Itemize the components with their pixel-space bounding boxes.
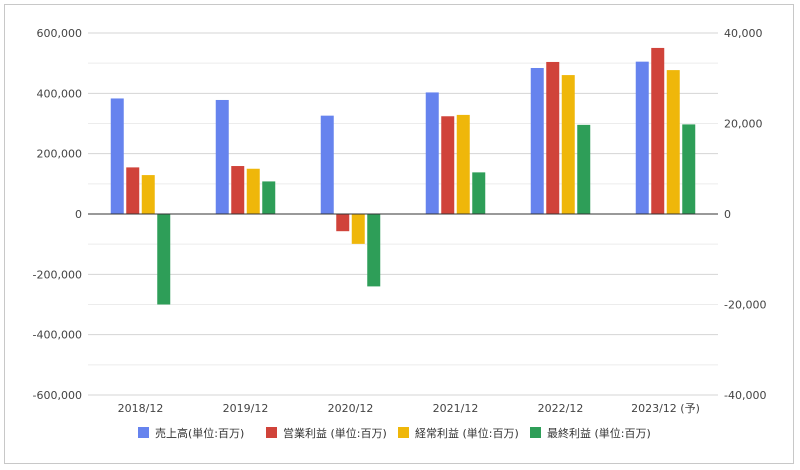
bar-4 [472,172,486,214]
legend-swatch [266,427,277,438]
left-axis-tick-label: -600,000 [33,389,82,402]
bar-1 [635,61,649,215]
legend-label: 経常利益 (単位:百万) [415,426,519,440]
bar-2 [546,61,560,215]
category-label: 2021/12 [433,402,479,415]
legend-label: 営業利益 (単位:百万) [283,426,387,440]
bar-2 [126,167,140,214]
right-axis-tick-label: 0 [724,208,731,221]
legend-swatch [398,427,409,438]
bar-4 [577,124,591,214]
bar-4 [262,181,276,214]
bar-2 [441,116,455,214]
category-label: 2023/12 (予) [631,402,700,415]
bar-3 [666,70,680,214]
left-axis-tick-label: 200,000 [37,148,83,161]
legend-label: 売上高(単位:百万) [155,426,244,440]
bar-1 [110,98,124,214]
left-axis-tick-label: 600,000 [37,27,83,40]
left-axis-tick-label: -400,000 [33,329,82,342]
right-axis-tick-label: -40,000 [724,389,766,402]
category-label: 2022/12 [538,402,584,415]
category-label: 2019/12 [223,402,269,415]
legend-swatch [138,427,149,438]
bar-2 [231,166,245,214]
bar-1 [215,99,229,214]
bar-1 [320,115,334,214]
bar-1 [530,67,544,214]
bar-2 [651,47,665,215]
bar-4 [367,214,381,287]
bar-1 [425,92,439,214]
bar-3 [246,168,260,214]
bar-4 [157,214,171,305]
bar-3 [561,75,575,215]
left-axis-tick-label: 0 [75,208,82,221]
bar-3 [456,114,470,214]
right-axis-tick-label: 20,000 [724,118,763,131]
bar-3 [141,175,155,214]
bar-3 [351,214,365,244]
category-label: 2018/12 [118,402,164,415]
bar-2 [336,214,350,232]
right-axis-tick-label: -20,000 [724,299,766,312]
legend-label: 最終利益 (単位:百万) [547,426,651,440]
legend-swatch [530,427,541,438]
bar-4 [682,124,696,214]
left-axis-tick-label: 400,000 [37,87,83,100]
left-axis-tick-label: -200,000 [33,268,82,281]
category-label: 2020/12 [328,402,374,415]
right-axis-tick-label: 40,000 [724,27,763,40]
